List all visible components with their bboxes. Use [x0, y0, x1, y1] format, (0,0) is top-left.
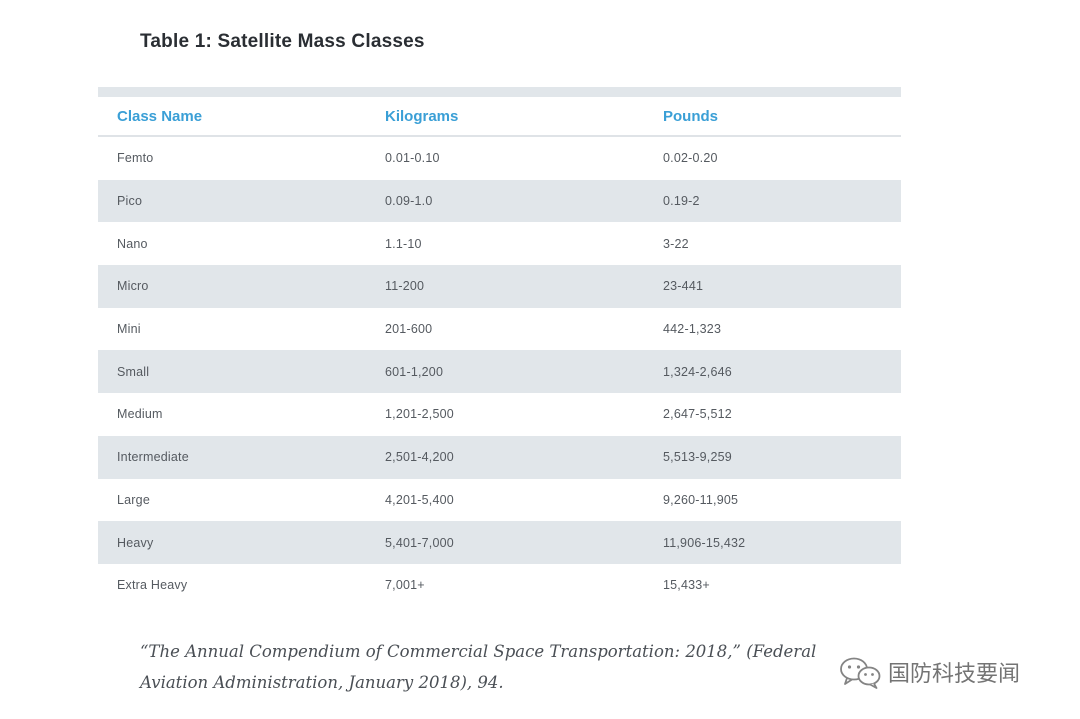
cell-class-name: Intermediate: [98, 435, 385, 479]
cell-class-name: Mini: [117, 322, 141, 337]
watermark: 国防科技要闻: [838, 655, 1020, 689]
cell-kilograms: 2,501-4,200: [385, 435, 663, 479]
table-row: Pico 0.09-1.0 0.19-2: [98, 179, 901, 223]
table-row: Medium 1,201-2,500 2,647-5,512: [98, 393, 901, 436]
cell-pounds: 5,513-9,259: [663, 435, 901, 479]
cell-pounds: 23-441: [663, 265, 901, 308]
source-citation: “The Annual Compendium of Commercial Spa…: [140, 642, 817, 692]
cell-kilograms: 11-200: [385, 265, 663, 308]
cell-kilograms: 1,201-2,500: [385, 407, 454, 422]
header-kilograms: Kilograms: [385, 97, 663, 137]
cell-class-name: Medium: [117, 407, 163, 422]
cell-class-name: Small: [98, 350, 385, 394]
cell-pounds: 3-22: [663, 236, 689, 251]
cell-pounds: 15,433+: [663, 578, 710, 593]
cell-pounds: 0.02-0.20: [663, 151, 718, 166]
cell-class-name: Femto: [117, 151, 154, 166]
cell-class-name: Extra Heavy: [117, 578, 188, 593]
cell-pounds: 1,324-2,646: [663, 350, 901, 394]
cell-kilograms: 601-1,200: [385, 350, 663, 394]
table-header-row: Class Name Kilograms Pounds: [98, 97, 901, 137]
cell-pounds: 2,647-5,512: [663, 407, 732, 422]
cell-pounds: 0.19-2: [663, 179, 901, 223]
cell-pounds: 11,906-15,432: [663, 521, 901, 564]
table-row: Micro 11-200 23-441: [98, 265, 901, 308]
cell-class-name: Heavy: [98, 521, 385, 564]
cell-class-name: Pico: [98, 179, 385, 223]
table-row: Intermediate 2,501-4,200 5,513-9,259: [98, 435, 901, 479]
cell-kilograms: 0.09-1.0: [385, 179, 663, 223]
cell-pounds: 9,260-11,905: [663, 492, 739, 507]
cell-kilograms: 4,201-5,400: [385, 492, 454, 507]
table-row: Small 601-1,200 1,324-2,646: [98, 350, 901, 394]
table-title: Table 1: Satellite Mass Classes: [140, 31, 425, 52]
cell-class-name: Large: [117, 492, 150, 507]
table-row: Large 4,201-5,400 9,260-11,905: [98, 479, 901, 522]
cell-class-name: Micro: [98, 265, 385, 308]
cell-kilograms: 7,001+: [385, 578, 425, 593]
table-row: Femto 0.01-0.10 0.02-0.20: [98, 136, 901, 180]
table-row: Mini 201-600 442-1,323: [98, 308, 901, 351]
table-row: Extra Heavy 7,001+ 15,433+: [98, 564, 901, 607]
header-class-name: Class Name: [98, 97, 385, 137]
table-top-bar: [98, 87, 901, 97]
cell-class-name: Nano: [117, 236, 148, 251]
cell-kilograms: 5,401-7,000: [385, 521, 663, 564]
table-row: Nano 1.1-10 3-22: [98, 222, 901, 265]
watermark-text: 国防科技要闻: [888, 662, 1021, 687]
cell-kilograms: 1.1-10: [385, 236, 422, 251]
wechat-icon: [838, 655, 882, 689]
cell-pounds: 442-1,323: [663, 322, 722, 337]
cell-kilograms: 201-600: [385, 322, 433, 337]
mass-class-table: Class Name Kilograms Pounds Femto 0.01-0…: [98, 87, 901, 607]
cell-kilograms: 0.01-0.10: [385, 151, 440, 166]
table-row: Heavy 5,401-7,000 11,906-15,432: [98, 521, 901, 564]
header-pounds: Pounds: [663, 97, 901, 137]
